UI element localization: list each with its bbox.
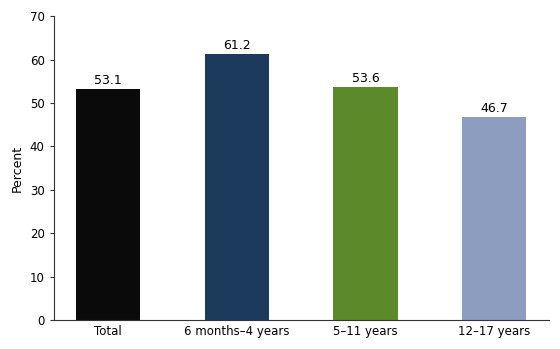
Text: 53.6: 53.6 xyxy=(352,72,380,85)
Bar xyxy=(462,117,526,320)
Text: 53.1: 53.1 xyxy=(95,74,122,87)
Bar xyxy=(333,87,398,320)
Bar xyxy=(205,54,269,320)
Bar xyxy=(76,89,141,320)
Y-axis label: Percent: Percent xyxy=(11,144,24,192)
Text: 46.7: 46.7 xyxy=(480,102,508,115)
Text: 61.2: 61.2 xyxy=(223,39,251,52)
